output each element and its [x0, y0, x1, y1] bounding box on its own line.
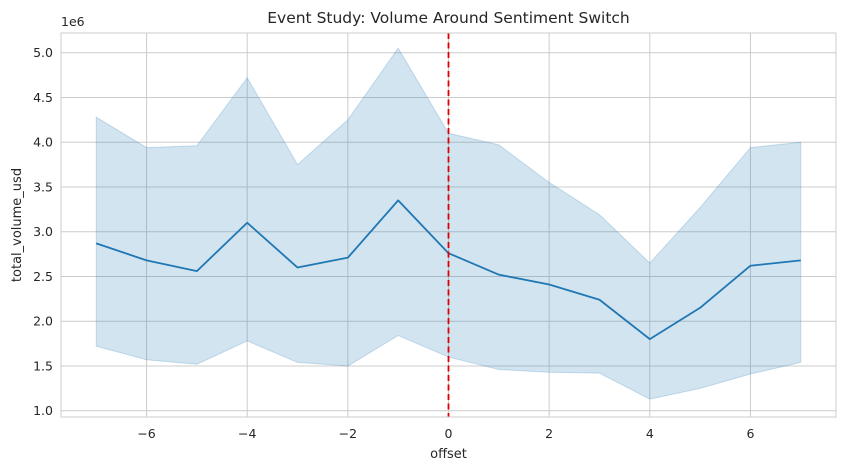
data-point [598, 298, 601, 301]
y-tick-label: 4.0 [33, 135, 53, 150]
data-point [95, 242, 98, 245]
x-tick-label: 0 [445, 426, 453, 441]
x-axis-label: offset [430, 447, 467, 462]
data-point [296, 266, 299, 269]
data-point [145, 259, 148, 262]
y-axis-label: total_volume_usd [10, 168, 25, 282]
y-tick-label: 1.5 [33, 358, 53, 373]
x-tick-labels: −6 −4 −2 0 2 4 6 [137, 426, 754, 441]
data-point [749, 264, 752, 267]
y-tick-label: 4.5 [33, 90, 53, 105]
data-point [195, 270, 198, 273]
y-offset-text: 1e6 [61, 14, 85, 29]
y-tick-label: 3.5 [33, 179, 53, 194]
y-tick-label: 2.0 [33, 314, 53, 329]
data-point [497, 273, 500, 276]
x-tick-label: 6 [746, 426, 754, 441]
y-tick-label: 5.0 [33, 45, 53, 60]
x-tick-label: −2 [339, 426, 357, 441]
y-tick-label: 3.0 [33, 224, 53, 239]
data-point [699, 306, 702, 309]
data-point [799, 259, 802, 262]
y-tick-label: 1.0 [33, 403, 53, 418]
data-point [648, 338, 651, 341]
data-point [346, 256, 349, 259]
y-tick-label: 2.5 [33, 269, 53, 284]
data-point [397, 199, 400, 202]
x-tick-label: −6 [137, 426, 155, 441]
x-tick-label: −4 [238, 426, 256, 441]
data-point [548, 283, 551, 286]
chart-title: Event Study: Volume Around Sentiment Swi… [267, 9, 630, 27]
plot-frame [60, 32, 837, 418]
y-tick-labels: 1.0 1.5 2.0 2.5 3.0 3.5 4.0 4.5 5.0 [33, 45, 53, 418]
x-tick-label: 2 [545, 426, 553, 441]
data-point [246, 221, 249, 224]
x-tick-label: 4 [646, 426, 654, 441]
